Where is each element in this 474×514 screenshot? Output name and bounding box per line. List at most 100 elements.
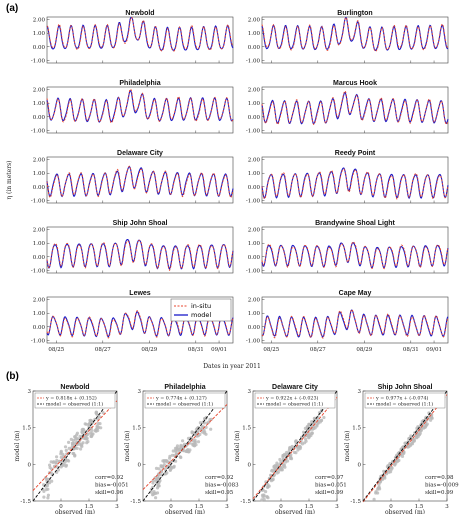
scatter-point	[174, 450, 178, 454]
scatter-point	[156, 484, 161, 488]
y-tick-label: -1.5	[240, 499, 251, 505]
time-series-panel: Newbold 2.00 1.00 0.00 -1.00	[31, 10, 234, 64]
scatter-point	[203, 430, 207, 434]
y-tick-label: 0.00	[248, 115, 261, 121]
plot-frame	[46, 16, 234, 64]
scatter-point	[415, 436, 419, 440]
scatter-point	[188, 441, 192, 445]
x-tick-label: 08/25	[48, 347, 64, 353]
y-tick-label: 0	[358, 462, 362, 468]
stat-skill: skill=0.99	[425, 490, 454, 496]
scatter-point	[264, 490, 268, 494]
scatter-point	[372, 497, 376, 501]
y-tick-label: 0.00	[33, 255, 46, 261]
scatter-point	[86, 428, 90, 433]
stat-skill: skill=0.99	[315, 490, 344, 496]
time-series-panel: Burlington 2.00 1.00 0.00 -1.00	[246, 10, 449, 64]
x-tick-label: 1.5	[305, 504, 314, 510]
y-tick-label: 1.5	[352, 426, 361, 432]
y-tick-label: 2.00	[33, 158, 46, 164]
legend-box	[144, 392, 226, 409]
scatter-point	[307, 434, 311, 438]
y-tick-label: 2.00	[33, 18, 46, 24]
y-tick-label: 3	[248, 389, 252, 395]
fit-line	[142, 404, 228, 490]
scatter-point	[67, 440, 71, 444]
stat-skill: skill=0.96	[95, 490, 124, 496]
scatter-point	[85, 441, 89, 445]
model-series-line	[46, 239, 234, 270]
panel-title: Brandywine Shoal Light	[315, 220, 395, 227]
scatter-point	[90, 429, 94, 433]
stat-bias: bias=-0.083	[205, 483, 239, 489]
y-tick-label: 2.00	[33, 228, 46, 234]
y-tick-label: 1.00	[33, 31, 46, 37]
scatter-point	[275, 461, 279, 465]
scatter-point	[156, 476, 160, 480]
scatter-point	[196, 425, 200, 430]
y-tick-label: 2.00	[248, 158, 261, 164]
scatter-point	[287, 448, 291, 453]
scatter-point	[430, 416, 434, 420]
y-tick-label: -1.00	[246, 198, 261, 204]
scatter-point	[75, 431, 79, 435]
scatter-point	[164, 459, 168, 463]
y-tick-label: 3	[358, 389, 362, 395]
x-tick-label: 0	[389, 504, 393, 510]
scatter-point	[59, 450, 63, 454]
scatter-point	[46, 496, 50, 500]
y-tick-label: 1.00	[248, 31, 261, 37]
insitu-series-line	[46, 239, 234, 272]
scatter-point	[312, 417, 317, 421]
scatter-point	[175, 446, 179, 450]
insitu-series-line	[46, 310, 234, 339]
scatter-point	[265, 495, 269, 499]
scatter-point	[181, 439, 185, 443]
legend-insitu-label: in-situ	[191, 302, 211, 310]
scatter-point	[67, 446, 71, 450]
scatter-point	[73, 454, 77, 458]
scatter-point	[207, 420, 211, 424]
scatter-point	[193, 444, 197, 448]
stat-corr: corr=0.97	[315, 475, 344, 481]
y-tick-label: -1.00	[31, 338, 46, 344]
scatter-point	[155, 482, 159, 486]
scatter-point	[159, 464, 163, 468]
legend-box	[364, 392, 446, 409]
legend-model-label: model	[191, 311, 211, 319]
panel-title: Delaware City	[117, 150, 163, 157]
scatter-point	[45, 478, 49, 482]
scatter-point	[404, 441, 408, 445]
one-to-one-line	[252, 390, 338, 502]
scatter-point	[48, 463, 52, 467]
scatter-point	[387, 470, 391, 474]
y-tick-label: 0	[248, 462, 252, 468]
scatter-point	[315, 424, 319, 428]
x-tick-label: 08/29	[141, 347, 157, 353]
y-tick-label: -1.00	[31, 58, 46, 64]
y-tick-label: -1.00	[31, 268, 46, 274]
y-tick-label: 2.00	[33, 88, 46, 94]
fit-line	[252, 396, 338, 499]
scatter-point	[204, 425, 208, 429]
scatter-point	[149, 490, 153, 494]
scatter-point	[83, 422, 87, 426]
legend-box	[34, 392, 116, 409]
scatter-panels: Newbold 3 1.5 0 -1.5 0 1.5 3 y = 0.818x + (0.152…	[14, 384, 459, 514]
y-tick-label: 3	[138, 389, 142, 395]
y-tick-label: 1.00	[33, 311, 46, 317]
legend-one-to-one-label: model = observed (1:1)	[156, 401, 213, 408]
scatter-point	[42, 495, 46, 499]
legend-fit-label: y = 0.818x + (0.152)	[45, 395, 97, 402]
scatter-point	[410, 442, 415, 446]
panel-title: Philadelphia	[164, 384, 205, 391]
scatter-point	[101, 411, 105, 415]
scatter-point	[79, 447, 83, 451]
fit-line	[362, 394, 448, 503]
one-to-one-line	[142, 390, 228, 502]
scatter-y-axis-label: model (m)	[124, 431, 131, 462]
y-tick-label: -1.00	[246, 338, 261, 344]
y-tick-label: -1.00	[31, 128, 46, 134]
scatter-y-axis-label: model (m)	[234, 431, 241, 462]
x-tick-label: 09/01	[211, 347, 227, 353]
